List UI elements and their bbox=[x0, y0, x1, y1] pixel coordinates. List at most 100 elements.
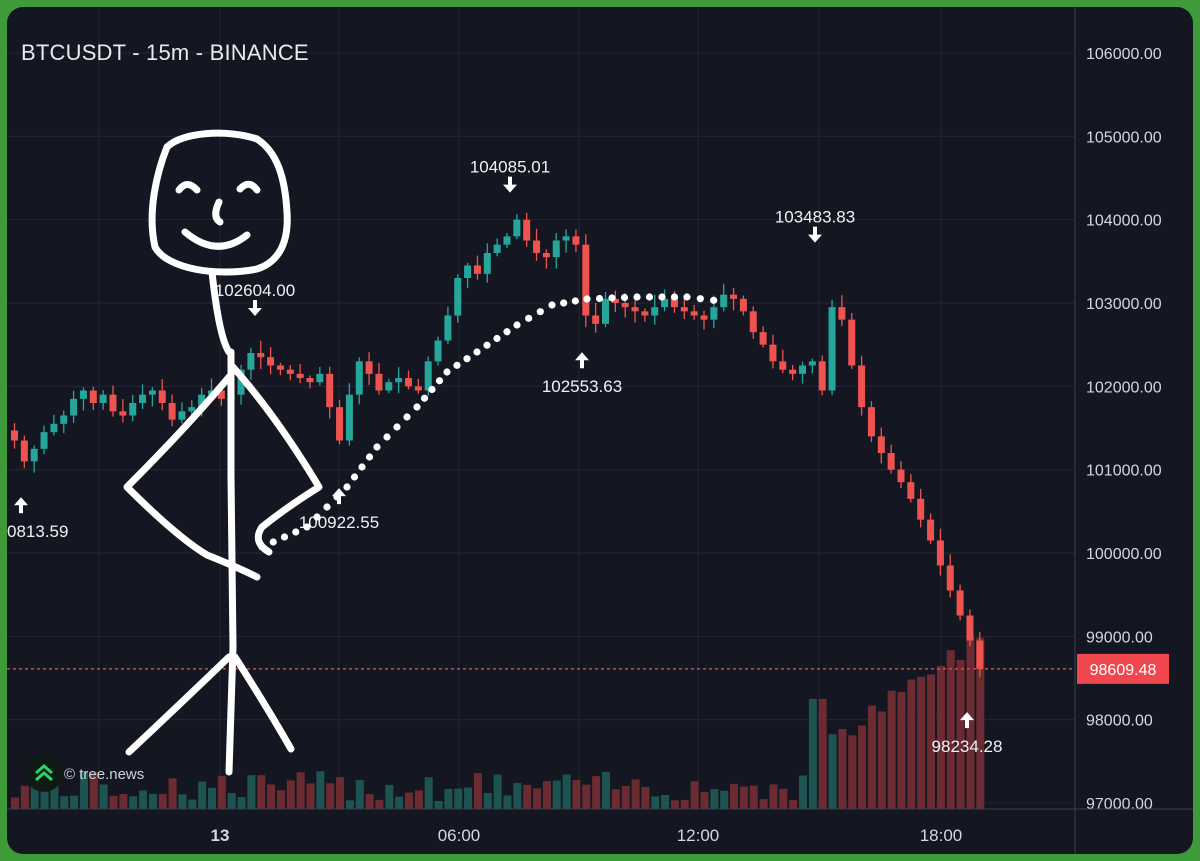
volume-bar bbox=[227, 793, 236, 809]
price-annotation: 104085.01 bbox=[470, 158, 550, 193]
watermark-text: © tree.news bbox=[64, 766, 145, 783]
candle-body bbox=[60, 415, 68, 424]
annotation-label: 104085.01 bbox=[470, 158, 550, 177]
doodle-dot bbox=[323, 503, 331, 511]
candle-body bbox=[247, 353, 255, 370]
annotation-label: 100922.55 bbox=[299, 513, 379, 532]
volume-bar bbox=[345, 800, 354, 809]
volume-bar bbox=[79, 771, 88, 809]
candle-body bbox=[276, 365, 284, 370]
doodle-dot bbox=[358, 463, 366, 471]
candle-body bbox=[237, 369, 245, 395]
volume-bar bbox=[119, 794, 128, 809]
candle-body bbox=[720, 294, 728, 308]
volume-bar bbox=[700, 791, 709, 809]
volume-bar bbox=[158, 793, 167, 809]
x-tick-label: 12:00 bbox=[677, 826, 720, 845]
candle-body bbox=[946, 565, 954, 591]
volume-bar bbox=[473, 773, 482, 809]
volume-bar bbox=[355, 780, 364, 809]
volume-bar bbox=[493, 774, 502, 809]
dotted-trend-doodle bbox=[258, 293, 718, 551]
volume-bar bbox=[336, 777, 345, 809]
candle-body bbox=[119, 411, 127, 416]
candle-body bbox=[779, 361, 787, 370]
y-tick-label: 105000.00 bbox=[1086, 129, 1162, 146]
volume-bar bbox=[749, 785, 758, 809]
doodle-dot bbox=[303, 523, 311, 531]
volume-bar bbox=[818, 699, 827, 809]
doodle-left-leg bbox=[125, 653, 233, 756]
volume-bar bbox=[208, 787, 216, 809]
doodle-dot bbox=[463, 355, 471, 363]
volume-bar bbox=[759, 799, 768, 809]
volume-bar bbox=[641, 786, 650, 809]
volume-bar bbox=[405, 792, 413, 809]
doodle-dot bbox=[595, 294, 604, 303]
candle-body bbox=[966, 615, 974, 641]
volume-bar bbox=[316, 771, 325, 809]
candle-body bbox=[769, 344, 777, 362]
volume-bar bbox=[385, 784, 394, 809]
x-tick-label: 13 bbox=[211, 826, 230, 845]
candle-body bbox=[661, 298, 669, 308]
candle-body bbox=[414, 386, 422, 391]
price-annotation: 103483.83 bbox=[775, 208, 855, 243]
arrow-down-icon bbox=[808, 226, 822, 243]
volume-bar bbox=[621, 785, 630, 809]
annotation-label: 0813.59 bbox=[7, 522, 68, 541]
volume-bar bbox=[917, 676, 926, 809]
current-price-badge bbox=[1077, 653, 1169, 684]
doodle-right-eye bbox=[236, 180, 261, 194]
doodle-dot bbox=[571, 297, 579, 305]
candle-body bbox=[808, 361, 816, 366]
volume-bar bbox=[739, 786, 748, 809]
candle-body bbox=[345, 394, 353, 441]
y-tick-label: 101000.00 bbox=[1086, 463, 1162, 480]
volume-bar bbox=[40, 777, 49, 809]
y-tick-label: 106000.00 bbox=[1086, 46, 1162, 63]
candle-body bbox=[513, 219, 521, 237]
doodle-dot bbox=[620, 293, 629, 302]
volume-bar bbox=[936, 666, 945, 809]
doodle-left-arm bbox=[123, 373, 261, 581]
annotation-label: 102553.63 bbox=[542, 377, 622, 396]
candle-body bbox=[464, 265, 472, 278]
doodle-neck bbox=[208, 268, 233, 356]
x-tick-label: 06:00 bbox=[438, 826, 481, 845]
candle-body bbox=[858, 365, 866, 408]
price-annotation: 102553.63 bbox=[542, 352, 622, 396]
volume-bar bbox=[148, 793, 157, 809]
volume-bar bbox=[828, 734, 837, 809]
volume-bar bbox=[946, 650, 955, 809]
doodle-dot bbox=[269, 538, 277, 546]
current-price-line: 98609.48 bbox=[7, 653, 1169, 684]
doodle-dot bbox=[443, 368, 451, 376]
doodle-dot bbox=[292, 528, 300, 536]
candle-body bbox=[188, 407, 196, 412]
candle-body bbox=[109, 394, 117, 412]
volume-bar bbox=[631, 779, 640, 809]
candles bbox=[11, 212, 984, 677]
volume-bar bbox=[237, 797, 246, 809]
candlestick-chart[interactable]: 106000.00 105000.00 104000.00 103000.00 1020… bbox=[7, 7, 1193, 854]
volume-bar bbox=[326, 783, 335, 809]
doodle-dot bbox=[483, 341, 491, 349]
volume-bar bbox=[11, 797, 19, 809]
y-tick-label: 102000.00 bbox=[1086, 379, 1162, 396]
annotation-label: 102604.00 bbox=[215, 281, 295, 300]
candle-body bbox=[79, 390, 87, 399]
doodle-right-arm bbox=[229, 363, 323, 556]
candle-body bbox=[158, 390, 166, 403]
candle-body bbox=[680, 307, 688, 312]
volume-bar bbox=[779, 788, 788, 809]
candle-body bbox=[700, 315, 708, 320]
candle-body bbox=[424, 361, 432, 391]
candle-body bbox=[306, 378, 314, 383]
volume-bar bbox=[139, 790, 148, 809]
candle-body bbox=[375, 373, 383, 391]
volume-bar bbox=[956, 659, 965, 809]
volume-bar bbox=[99, 784, 108, 809]
candle-body bbox=[897, 469, 905, 483]
candle-body bbox=[799, 365, 806, 374]
